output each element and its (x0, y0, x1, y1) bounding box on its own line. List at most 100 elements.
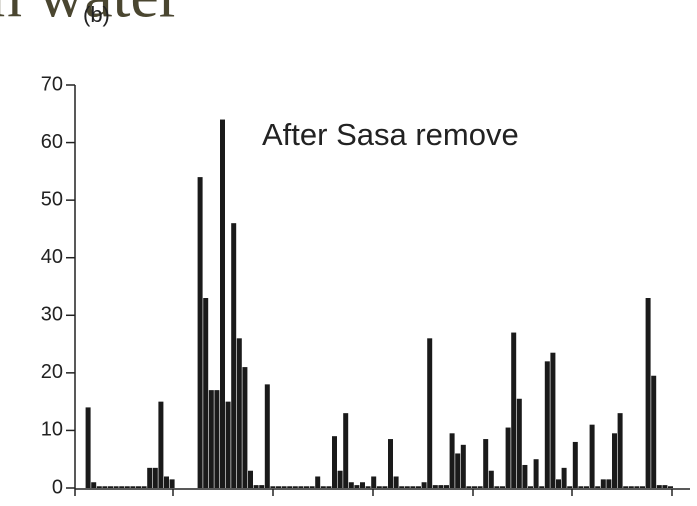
bar (561, 467, 567, 488)
bar (528, 486, 533, 488)
bar (220, 119, 225, 489)
bar (236, 338, 242, 488)
bar (578, 486, 584, 488)
y-tick-label: 40 (41, 246, 63, 268)
bar (164, 476, 169, 488)
bar (326, 486, 332, 488)
bar (477, 486, 483, 488)
bar (466, 486, 472, 488)
x-axis (75, 488, 690, 496)
bar (320, 486, 326, 488)
y-tick-label: 0 (52, 476, 63, 498)
bar (544, 361, 550, 488)
bar (410, 486, 416, 488)
bar (130, 486, 136, 488)
bar (612, 433, 617, 488)
bar (315, 476, 321, 488)
bar (595, 486, 601, 488)
bar (488, 470, 494, 488)
bar (494, 486, 500, 488)
bar (214, 390, 220, 488)
bar (483, 439, 489, 488)
bar (113, 486, 119, 488)
bar (511, 332, 517, 488)
bar (276, 486, 281, 488)
bar (343, 413, 349, 488)
bar (287, 486, 293, 488)
bar (460, 444, 466, 488)
bar (231, 223, 237, 488)
bar (208, 390, 214, 488)
bar (455, 453, 461, 488)
bar (600, 479, 606, 488)
bar (248, 470, 253, 488)
chart-title: n water (0, 0, 180, 31)
bar (292, 486, 298, 488)
bar (259, 485, 265, 488)
bar (158, 401, 164, 488)
bar (304, 486, 309, 488)
bar (309, 486, 315, 488)
bar (281, 486, 287, 488)
bar (365, 486, 371, 488)
bar (253, 485, 259, 488)
bar (617, 413, 623, 488)
bar (500, 486, 505, 488)
bar (382, 486, 388, 488)
bar (640, 486, 645, 488)
bar (645, 298, 651, 488)
bar (360, 482, 365, 488)
bar (136, 486, 141, 488)
bar (85, 407, 91, 488)
bar (264, 384, 270, 488)
bar (628, 486, 634, 488)
bar (197, 177, 203, 488)
bar (651, 375, 657, 488)
bar (427, 338, 433, 488)
bar (449, 433, 455, 488)
bar (399, 486, 405, 488)
bar (225, 401, 231, 488)
bar (656, 485, 662, 488)
bar (270, 486, 276, 488)
bar (169, 479, 175, 488)
bar (124, 486, 130, 488)
bar (102, 486, 108, 488)
y-tick-label: 60 (41, 131, 63, 153)
bar (567, 486, 573, 488)
bar (556, 479, 561, 488)
bar (444, 485, 449, 488)
bar (393, 476, 399, 488)
bar (472, 486, 477, 488)
bar (203, 298, 209, 488)
annotation: After Sasa remove (262, 117, 519, 152)
bar (421, 482, 427, 488)
bar (376, 486, 382, 488)
bar (539, 486, 545, 488)
bar (354, 485, 360, 488)
bar (668, 486, 673, 488)
bar (348, 482, 354, 488)
panel-label: (b) (83, 2, 110, 27)
bar (332, 436, 337, 488)
bar (152, 467, 158, 488)
y-tick-label: 30 (41, 304, 63, 326)
bar (438, 485, 444, 488)
bar (298, 486, 304, 488)
bar (522, 464, 528, 488)
bar (371, 476, 377, 488)
bar (432, 485, 438, 488)
bar (623, 486, 629, 488)
y-tick-label: 10 (41, 419, 63, 441)
bar (550, 352, 556, 488)
bar (584, 486, 589, 488)
y-tick-label: 70 (41, 73, 63, 95)
bar (505, 427, 511, 488)
bar (606, 479, 612, 488)
bar (337, 470, 343, 488)
bar (91, 482, 97, 488)
bar (404, 486, 410, 488)
bar (141, 486, 147, 488)
bar (388, 439, 393, 488)
